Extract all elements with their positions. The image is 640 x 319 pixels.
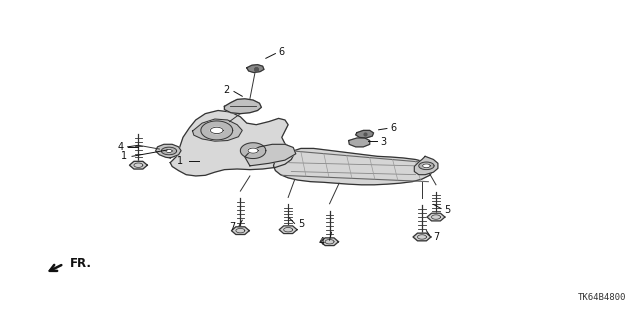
Text: 4: 4	[319, 237, 325, 247]
Text: 6: 6	[390, 123, 396, 133]
Polygon shape	[321, 238, 339, 246]
Polygon shape	[211, 127, 223, 134]
Polygon shape	[156, 144, 181, 158]
Polygon shape	[422, 164, 430, 168]
Polygon shape	[419, 162, 434, 170]
Text: 2: 2	[223, 85, 230, 95]
Text: 5: 5	[444, 205, 451, 215]
Polygon shape	[414, 156, 438, 175]
Polygon shape	[356, 130, 374, 138]
Polygon shape	[245, 144, 296, 166]
Polygon shape	[349, 138, 370, 147]
Text: 5: 5	[298, 219, 304, 229]
Text: TK64B4800: TK64B4800	[577, 293, 626, 302]
Text: 3: 3	[381, 137, 387, 147]
Text: 6: 6	[278, 47, 285, 57]
Polygon shape	[232, 227, 249, 234]
Polygon shape	[246, 65, 264, 72]
Polygon shape	[413, 233, 431, 241]
Polygon shape	[225, 99, 261, 114]
Polygon shape	[129, 161, 147, 169]
Polygon shape	[273, 148, 433, 185]
Polygon shape	[279, 226, 297, 234]
Polygon shape	[166, 149, 172, 152]
Polygon shape	[241, 143, 266, 159]
Text: FR.: FR.	[70, 257, 92, 271]
Polygon shape	[201, 121, 233, 140]
Polygon shape	[193, 119, 243, 141]
Polygon shape	[161, 147, 177, 155]
Text: 4: 4	[118, 142, 124, 152]
Text: 1: 1	[177, 156, 183, 166]
Polygon shape	[427, 213, 445, 221]
Text: 7: 7	[433, 232, 439, 242]
Polygon shape	[248, 148, 258, 153]
Text: 7: 7	[230, 222, 236, 233]
Polygon shape	[170, 110, 294, 176]
Text: 1: 1	[122, 151, 127, 161]
